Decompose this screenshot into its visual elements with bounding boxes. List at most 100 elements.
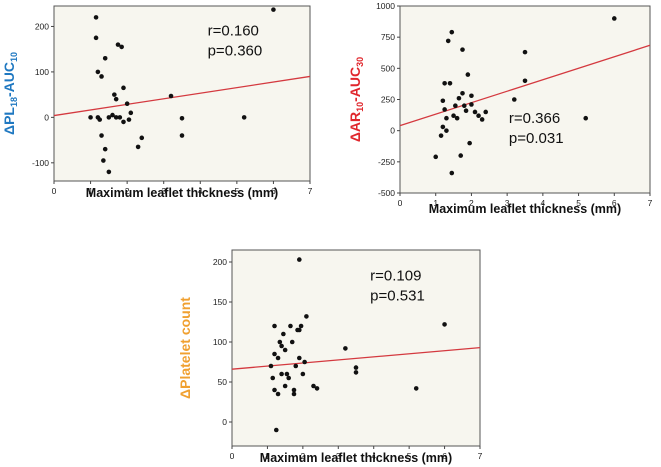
y-tick-label: 200	[35, 21, 49, 31]
x-tick-label: 4	[371, 451, 376, 461]
data-point	[449, 29, 455, 35]
data-point	[93, 15, 99, 20]
x-tick-label: 4	[198, 186, 203, 196]
x-tick-label: 2	[125, 186, 130, 196]
data-point	[275, 391, 281, 397]
data-point	[293, 363, 299, 369]
data-point	[511, 97, 517, 102]
y-tick-label: 100	[213, 337, 227, 347]
data-point	[353, 370, 359, 375]
data-point	[442, 322, 447, 327]
data-point	[275, 355, 281, 361]
x-tick-label: 7	[478, 451, 483, 461]
data-point	[179, 115, 185, 121]
data-point	[522, 78, 528, 84]
x-tick-label: 6	[612, 198, 617, 208]
data-point	[113, 115, 119, 120]
plot-frame	[53, 5, 311, 182]
data-point	[102, 146, 108, 152]
x-tick-label: 3	[161, 186, 166, 196]
x-tick-label: 1	[88, 186, 93, 196]
data-point	[126, 117, 132, 122]
y-tick-label: 750	[381, 32, 395, 42]
data-point	[447, 80, 453, 86]
y-tick-label: 50	[218, 377, 228, 387]
data-point	[289, 339, 295, 345]
y-tick-label: 150	[213, 297, 227, 307]
data-point	[297, 327, 302, 333]
data-point	[288, 323, 293, 329]
x-tick-label: 1	[265, 451, 270, 461]
correlation-r: r=0.109	[370, 267, 421, 284]
data-point	[113, 96, 119, 102]
regression-line	[231, 346, 481, 370]
data-point	[291, 391, 297, 397]
scatter-chart-3: 0 1 2 3 4 5 6 7 0 50 100 150 200 r=0.109 p=0.531 Maximu…	[177, 249, 483, 465]
y-axis-label: ΔAR10-AUC30	[347, 57, 365, 142]
data-point	[442, 107, 447, 112]
data-point	[343, 346, 348, 351]
x-tick-label: 0	[398, 198, 403, 208]
plot-frame	[231, 249, 481, 447]
y-tick-label: -500	[378, 188, 395, 198]
x-tick-label: 5	[234, 186, 239, 196]
y-axis-label: ΔPlatelet count	[177, 297, 193, 399]
data-point	[297, 257, 302, 262]
data-point	[279, 371, 284, 377]
y-tick-label: 0	[222, 417, 227, 427]
data-point	[115, 42, 121, 47]
data-point	[117, 115, 123, 120]
correlation-r: r=0.366	[509, 110, 560, 127]
data-point	[277, 339, 283, 345]
x-axis-label: Maximum leaflet thickness (mm)	[260, 451, 452, 465]
x-tick-label: 7	[308, 186, 313, 196]
data-point	[451, 113, 456, 119]
data-point	[461, 103, 467, 109]
data-point	[472, 109, 478, 115]
data-point	[93, 35, 99, 41]
y-tick-label: 0	[44, 112, 49, 122]
data-point	[168, 93, 174, 99]
x-tick-label: 3	[505, 198, 510, 208]
data-point	[99, 74, 104, 79]
x-tick-label: 6	[442, 451, 447, 461]
x-tick-label: 4	[540, 198, 545, 208]
p-value: p=0.531	[370, 287, 425, 304]
data-point	[583, 115, 589, 121]
data-point	[449, 170, 455, 176]
y-tick-label: 250	[381, 95, 395, 105]
data-point	[272, 387, 277, 393]
data-point	[272, 323, 277, 329]
data-point	[314, 386, 320, 391]
data-point	[119, 44, 124, 50]
scatter-chart-1: 0 1 2 3 4 5 6 7 -100 0 100 200 r=0.160 p=0.360 Maximum…	[1, 5, 313, 200]
data-point	[476, 113, 481, 119]
data-point	[433, 154, 439, 160]
data-point	[112, 92, 117, 97]
data-point	[273, 427, 279, 433]
data-point	[272, 351, 277, 357]
y-tick-label: -100	[32, 158, 49, 168]
data-point	[456, 95, 462, 101]
data-point	[121, 85, 126, 91]
x-tick-label: 2	[300, 451, 305, 461]
data-point	[110, 112, 115, 118]
data-point	[121, 119, 126, 125]
x-tick-label: 3	[336, 451, 341, 461]
x-tick-label: 7	[648, 198, 653, 208]
x-tick-label: 5	[407, 451, 412, 461]
data-point	[440, 98, 446, 104]
data-point	[522, 49, 528, 55]
plot-frame	[399, 5, 651, 194]
data-point	[279, 343, 284, 349]
y-axis-label: ΔPL18-AUC10	[1, 52, 19, 135]
data-point	[95, 69, 101, 75]
data-point	[139, 135, 145, 141]
data-point	[445, 38, 451, 44]
data-point	[270, 375, 276, 381]
data-point	[440, 124, 446, 130]
data-point	[281, 331, 286, 337]
data-point	[297, 355, 302, 361]
data-point	[442, 80, 447, 86]
